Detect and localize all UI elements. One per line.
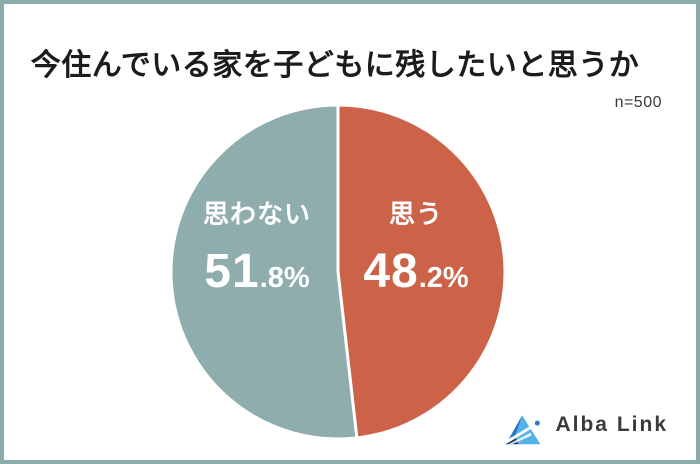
- slice-value-main: 48: [363, 245, 419, 298]
- chart-title: 今住んでいる家を子どもに残したいと思うか: [30, 49, 640, 82]
- pie-slice-0: [336, 103, 507, 440]
- slice-value-sub: .2%: [418, 262, 469, 294]
- pie-label-omou: 思う 48.2%: [363, 201, 468, 307]
- alba-link-logo: Alba Link: [502, 403, 668, 447]
- slice-value-omou: 48.2%: [363, 248, 468, 307]
- sample-size-label: n=500: [614, 94, 662, 111]
- pie-slice-1: [169, 103, 359, 441]
- slice-value-main: 51: [204, 245, 260, 298]
- slice-label-omou: 思う: [388, 199, 443, 229]
- alba-link-triangle-icon: [505, 415, 541, 445]
- slice-value-sub: .8%: [259, 262, 310, 294]
- slice-label-omowanai: 思わない: [202, 199, 312, 229]
- pie-label-omowanai: 思わない 51.8%: [203, 201, 311, 307]
- slice-value-omowanai: 51.8%: [203, 248, 311, 307]
- alba-link-logo-text: Alba Link: [555, 413, 668, 436]
- pie-chart: [169, 103, 507, 441]
